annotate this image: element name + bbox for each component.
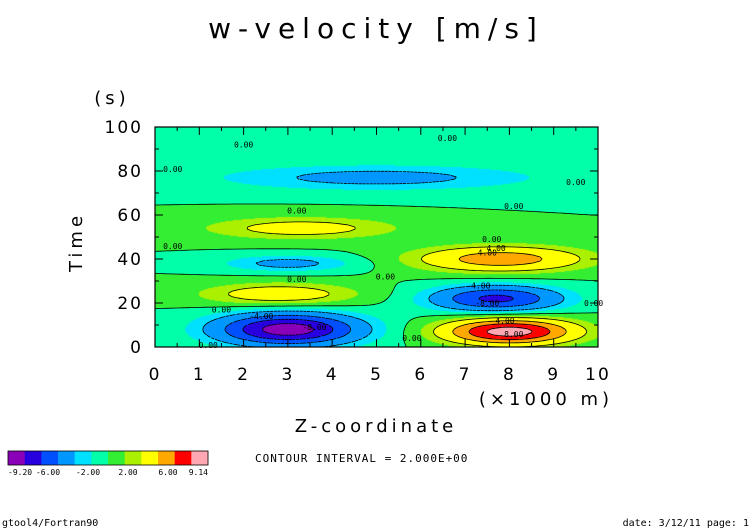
contour-label: 0.00	[199, 341, 218, 350]
colorbar-swatch	[108, 451, 125, 465]
colorbar-label: 9.14	[189, 468, 208, 477]
contour-label: 0.00	[402, 334, 421, 343]
x-tick-label: 4	[326, 365, 339, 385]
y-axis-ticks: 0 20 40 60 80 100	[105, 118, 598, 358]
plot-area	[155, 127, 598, 347]
contour-label: 0.00	[376, 273, 395, 282]
x-axis-title: Z-coordinate	[295, 416, 458, 437]
x-tick-label: 6	[414, 365, 427, 385]
x-tick-label: 5	[370, 365, 383, 385]
contour-label: -8.00	[475, 299, 499, 308]
y-tick-label: 60	[117, 206, 143, 226]
colorbar-swatch	[8, 451, 25, 465]
chart-title: w-velocity [m/s]	[208, 12, 544, 45]
colorbar-swatch	[58, 451, 75, 465]
y-tick-label: 40	[117, 250, 143, 270]
contour-label: 0.00	[482, 235, 501, 244]
colorbar-label: 2.00	[118, 468, 137, 477]
contour-label: 0.00	[212, 306, 231, 315]
colorbar-label: -2.00	[76, 468, 100, 477]
contour-label: 0.00	[163, 165, 182, 174]
colorbar-label: 6.00	[158, 468, 177, 477]
colorbar-swatch	[91, 451, 109, 465]
x-tick-label: 8	[503, 365, 516, 385]
contour-level-line	[261, 323, 314, 336]
contour-label: 4.00	[495, 317, 514, 326]
contour-label: 0.00	[287, 207, 306, 216]
colorbar-swatch	[41, 451, 59, 465]
colorbar-swatch	[141, 451, 159, 465]
colorbar-label: -6.00	[36, 468, 60, 477]
colorbar-swatch	[174, 451, 192, 465]
contour-label: 0.00	[566, 178, 585, 187]
contour-label: -4.00	[249, 312, 273, 321]
y-tick-label: 0	[130, 338, 143, 358]
x-unit-label: (×1000 m)	[479, 389, 613, 410]
y-tick-label: 80	[117, 162, 143, 182]
contour-label: 0.00	[287, 275, 306, 284]
contour-level-line	[486, 326, 533, 337]
contour-label: -4.00	[466, 281, 490, 290]
contour-label: 0.00	[163, 242, 182, 251]
contour-level-line	[242, 294, 514, 340]
contour-level-line	[228, 221, 587, 347]
contour-level-line	[224, 289, 540, 344]
contour-label: 4.00	[478, 248, 497, 257]
y-unit-label: (s)	[94, 88, 129, 109]
x-tick-label: 10	[585, 365, 611, 385]
y-tick-label: 20	[117, 294, 143, 314]
footer-left: gtool4/Fortran90	[2, 518, 98, 529]
colorbar-swatch	[191, 451, 209, 465]
y-tick-label: 100	[105, 118, 143, 138]
contour-label: -8.00	[302, 323, 326, 332]
footer-right: date: 3/12/11 page: 1	[623, 518, 749, 529]
colorbar-swatch	[74, 451, 92, 465]
x-tick-label: 9	[547, 365, 560, 385]
x-tick-label: 7	[459, 365, 472, 385]
colorbar-label: -9.20	[8, 468, 32, 477]
contour-level-line	[452, 252, 567, 344]
contour-interval-note: CONTOUR INTERVAL = 2.000E+00	[255, 452, 468, 465]
colorbar-swatch	[158, 451, 175, 465]
contour-level-line	[202, 170, 565, 347]
contour-label: 0.00	[234, 141, 253, 150]
contour-label: 0.00	[438, 134, 457, 143]
x-tick-label: 1	[193, 365, 206, 385]
contour-lines	[155, 170, 598, 347]
contour-labels: 0.00 0.00 0.00 0.00 0.00 0.00 0.00 0.00 0.00 0.00…	[163, 134, 603, 350]
colorbar-swatch	[24, 451, 42, 465]
contour-label: 4.00	[486, 244, 505, 253]
contour-level-line	[155, 203, 598, 347]
contour-level-line	[468, 323, 551, 341]
x-tick-label: 2	[237, 365, 250, 385]
x-axis-ticks: 0 1 2 3 4 5 6 7 8 9 10	[149, 127, 611, 385]
x-tick-label: 0	[149, 365, 162, 385]
contour-label: 0.00	[504, 202, 523, 211]
y-axis-title: Time	[66, 212, 87, 273]
colorbar-swatch	[124, 451, 142, 465]
colorbar: -9.20 -6.00 -2.00 2.00 6.00 9.14	[7, 450, 209, 477]
x-tick-label: 3	[281, 365, 294, 385]
contour-label: 8.00	[504, 330, 523, 339]
colorbar-frame	[7, 450, 209, 466]
contour-fill	[155, 127, 598, 347]
